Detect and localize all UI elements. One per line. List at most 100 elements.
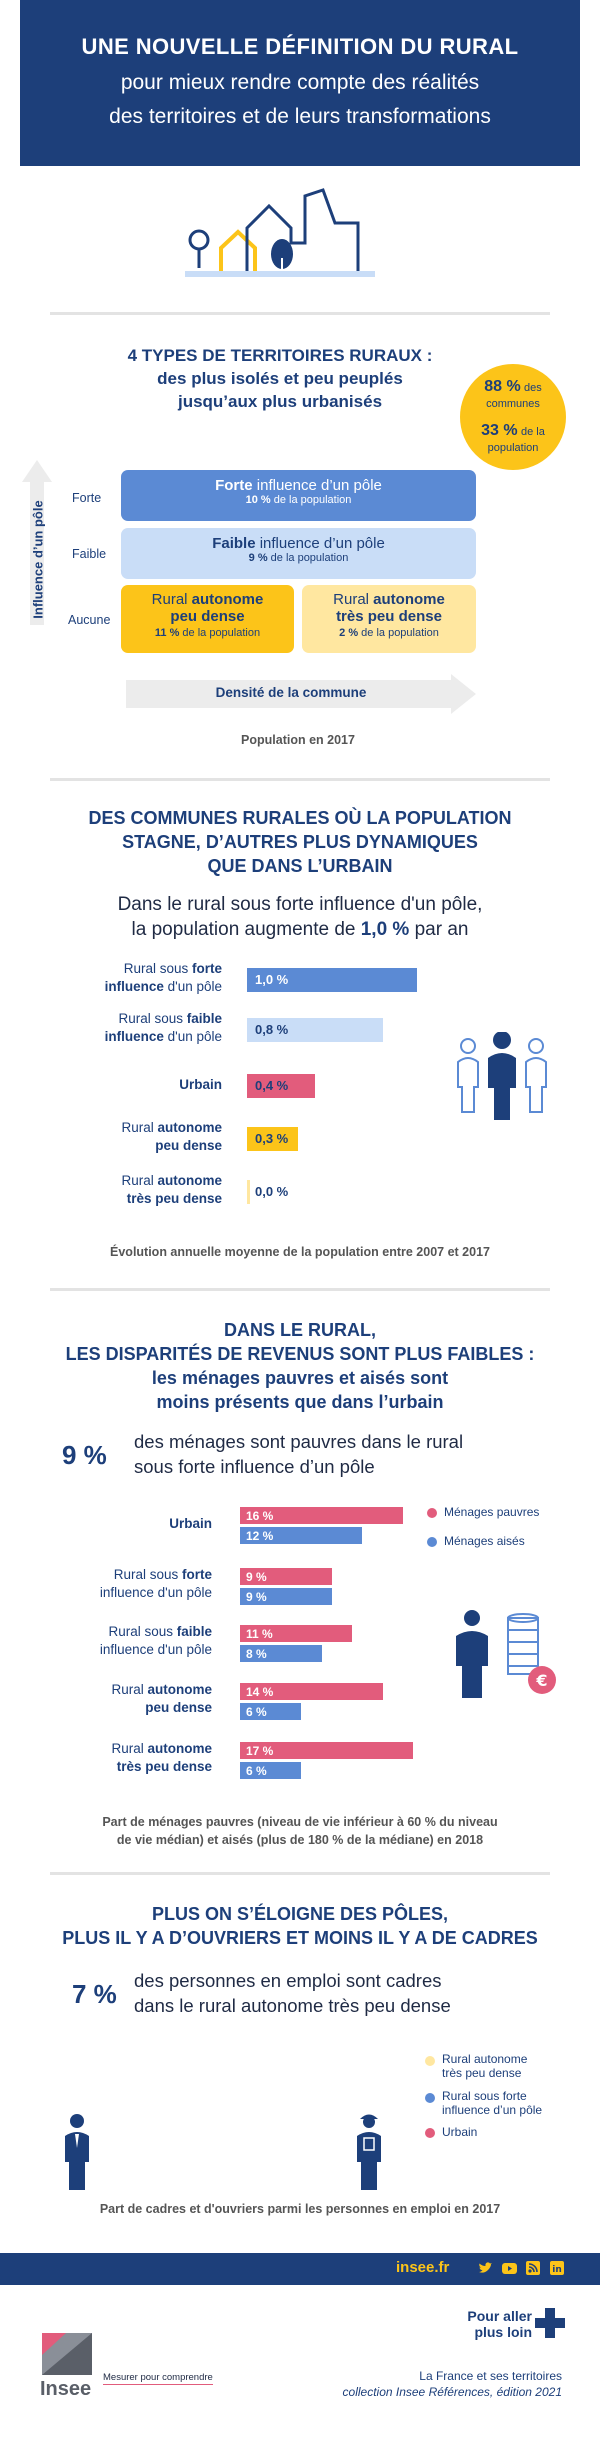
category-label-bold: autonome <box>147 1741 212 1756</box>
data-label: 0,0 % <box>255 1184 289 1199</box>
data-label: 21 % <box>268 2062 296 2076</box>
box-peu-l1a: Rural <box>151 591 192 608</box>
bar <box>134 2113 158 2185</box>
category-label: Rural sous faible influence d'un pôle <box>40 1010 222 1046</box>
section2-title-line3: QUE DANS L’URBAIN <box>207 856 393 876</box>
ref-line2: collection Insee Références, édition 202… <box>342 2385 562 2399</box>
insee-site-link[interactable]: insee.fr <box>396 2259 450 2276</box>
legend-dot-tres-peu-dense <box>425 2056 435 2066</box>
category-label-bold: faible <box>186 1011 222 1026</box>
pour-aller-l1: Pour aller <box>467 2308 532 2324</box>
legend-dot-pauvres <box>427 1508 437 1518</box>
data-label: 8 % <box>246 1647 267 1661</box>
category-label-bold2: peu dense <box>155 1138 222 1153</box>
legend-tres-peu-dense-l1: Rural autonome <box>442 2052 528 2066</box>
box-tres-l1a: Rural <box>333 591 374 608</box>
section1-title: 4 TYPES DE TERRITOIRES RURAUX : des plus… <box>40 344 520 413</box>
legend-aises: Ménages aisés <box>444 1534 525 1548</box>
category-label-bold2: influence <box>104 979 164 994</box>
section2-note: Évolution annuelle moyenne de la populat… <box>110 1245 490 1259</box>
bar <box>240 1625 353 1642</box>
category-label-part: Rural <box>121 1173 158 1188</box>
pour-aller-l2: plus loin <box>474 2324 532 2340</box>
section4-big-pct: 7 % <box>72 1979 117 2009</box>
bar <box>247 1074 315 1098</box>
category-label-line1: Urbain <box>30 1515 212 1533</box>
category-label-line1: Rural sous forte <box>40 960 222 978</box>
category-label-line1: Rural sous faible <box>40 1010 222 1028</box>
separator <box>50 312 550 315</box>
category-label-line1: Rural autonome <box>40 1119 222 1137</box>
category-label: Ouvriers <box>253 2196 311 2212</box>
bar <box>247 968 417 992</box>
badge-pct-communes: 88 % <box>484 378 521 395</box>
bar <box>240 1742 414 1759</box>
data-label: 14 % <box>132 2098 160 2112</box>
box-faible-pop: de la population <box>267 552 349 564</box>
box-autonome-tres-peu-dense: Rural autonome très peu dense 2 % de la … <box>302 585 476 653</box>
row-label-aucune: Aucune <box>68 613 111 627</box>
category-label-bold2: influence <box>104 1029 164 1044</box>
data-label: 12 % <box>246 1529 274 1543</box>
section3-note: Part de ménages pauvres (niveau de vie i… <box>40 1813 560 1849</box>
category-label: Rural sous forte influence d'un pôle <box>40 960 222 996</box>
youtube-icon[interactable] <box>502 2261 517 2276</box>
category-label-part2: d'un pôle <box>163 1029 222 1044</box>
section3-big-text: des ménages sont pauvres dans le rural s… <box>134 1429 463 1479</box>
badge-pct-population: 33 % <box>481 422 518 439</box>
section4-title-line1: PLUS ON S’ÉLOIGNE DES PÔLES, <box>151 1904 449 1924</box>
box-faible-bold: Faible <box>212 535 256 552</box>
box-forte-pct: 10 % <box>245 494 271 506</box>
category-label: Urbain <box>40 1076 222 1094</box>
legend-pauvres: Ménages pauvres <box>444 1505 540 1519</box>
bar <box>240 1703 302 1720</box>
category-label-part: Rural <box>121 1120 158 1135</box>
svg-text:in: in <box>552 2265 562 2275</box>
box-forte-influence: Forte influence d’un pôle 10 % de la pop… <box>121 470 476 521</box>
category-label-line2: influence d'un pôle <box>99 1585 212 1600</box>
data-label: 6 % <box>246 1705 267 1719</box>
category-label-part: Rural sous <box>108 1624 177 1639</box>
plus-icon[interactable] <box>535 2308 565 2338</box>
section4-big-line2: dans le rural autonome très peu dense <box>134 1995 451 2016</box>
data-label: 0,4 % <box>255 1078 289 1093</box>
section3-big-pct: 9 % <box>62 1440 107 1470</box>
people-icon <box>457 1032 547 1120</box>
category-label-bold: autonome <box>147 1682 212 1697</box>
section2-subtitle: Dans le rural sous forte influence d'un … <box>40 892 560 942</box>
data-label: 17 % <box>246 1744 274 1758</box>
section3-title-line1: DANS LE RURAL, <box>224 1320 376 1340</box>
category-label-part: Rural sous <box>123 961 192 976</box>
category-label-bold: faible <box>176 1624 212 1639</box>
data-label: 22 % <box>162 2057 190 2071</box>
x-axis-arrow <box>126 674 476 714</box>
header-subtitle-line1: pour mieux rendre compte des réalités <box>120 71 480 94</box>
data-label: 7 % <box>106 2133 127 2147</box>
section3-note-line1: Part de ménages pauvres (niveau de vie i… <box>102 1815 498 1829</box>
twitter-icon[interactable] <box>478 2262 492 2275</box>
reference-publication[interactable]: La France et ses territoires collection … <box>330 2368 562 2400</box>
category-label-bold: forte <box>192 961 222 976</box>
legend-dot-urbain <box>425 2128 435 2138</box>
box-peu-l2: peu dense <box>170 608 245 625</box>
category-label-line1: Rural autonome <box>30 1740 212 1758</box>
rss-icon[interactable] <box>526 2261 540 2275</box>
separator <box>50 778 550 781</box>
box-peu-pop: de la population <box>179 627 261 639</box>
rural-share-badge: 88 % des communes 33 % de la population <box>460 364 566 470</box>
row-label-faible: Faible <box>72 547 107 561</box>
bar <box>240 1507 404 1524</box>
bar <box>247 1180 250 1204</box>
section2-title: DES COMMUNES RURALES OÙ LA POPULATION ST… <box>40 806 560 878</box>
section2-title-line1: DES COMMUNES RURALES OÙ LA POPULATION <box>88 808 512 828</box>
box-tres-pop: de la population <box>358 627 439 639</box>
linkedin-icon[interactable]: in <box>550 2261 564 2275</box>
box-peu-pct: 11 % <box>154 627 180 639</box>
category-label-part: Rural <box>111 1682 148 1697</box>
insee-logo-text: Insee <box>40 2378 92 2400</box>
ouvrier-person-icon <box>357 2114 381 2190</box>
ref-line1: La France et ses territoires <box>419 2369 562 2383</box>
legend-urbain: Urbain <box>442 2125 478 2139</box>
legend-forte-influence: Rural sous forte influence d’un pôle <box>442 2089 542 2117</box>
data-label: 6 % <box>246 1764 267 1778</box>
